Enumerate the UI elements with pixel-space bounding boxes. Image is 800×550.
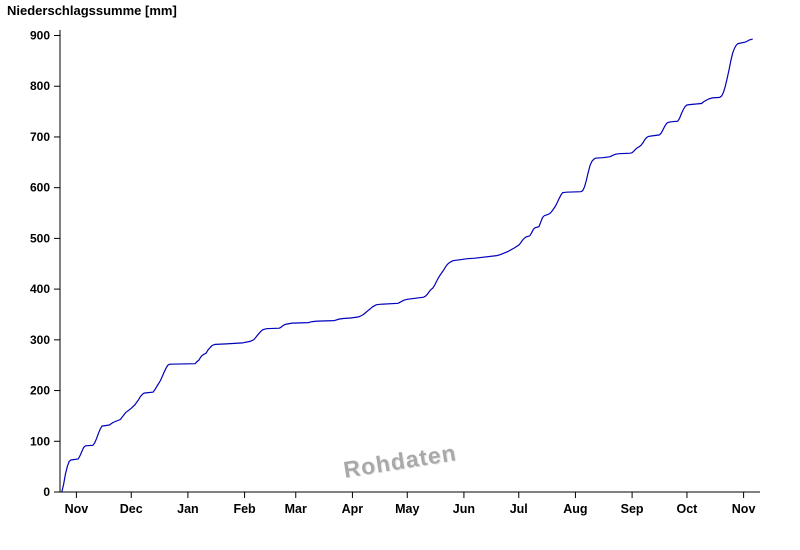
x-tick-label: Aug — [563, 502, 587, 516]
x-tick-label: Apr — [342, 502, 364, 516]
precipitation-line — [61, 38, 753, 493]
x-tick-label: Nov — [65, 502, 89, 516]
x-tick-label: Feb — [233, 502, 256, 516]
y-tick-label: 0 — [43, 485, 50, 499]
x-tick-label: Sep — [621, 502, 644, 516]
y-tick-label: 200 — [30, 384, 50, 398]
y-tick-label: 900 — [30, 29, 50, 43]
x-tick-label: Nov — [732, 502, 756, 516]
y-tick-label: 500 — [30, 231, 50, 245]
y-tick-label: 800 — [30, 79, 50, 93]
x-tick-label: Mar — [285, 502, 307, 516]
y-tick-label: 600 — [30, 181, 50, 195]
x-tick-label: Jul — [510, 502, 528, 516]
x-tick-label: Jun — [453, 502, 475, 516]
chart-title: Niederschlagssumme [mm] — [7, 3, 177, 18]
x-tick-label: Dec — [120, 502, 143, 516]
y-tick-label: 400 — [30, 282, 50, 296]
x-tick-label: May — [395, 502, 419, 516]
x-tick-label: Jan — [177, 502, 199, 516]
y-tick-label: 100 — [30, 434, 50, 448]
y-tick-label: 700 — [30, 130, 50, 144]
x-tick-label: Oct — [677, 502, 699, 516]
y-tick-label: 300 — [30, 333, 50, 347]
